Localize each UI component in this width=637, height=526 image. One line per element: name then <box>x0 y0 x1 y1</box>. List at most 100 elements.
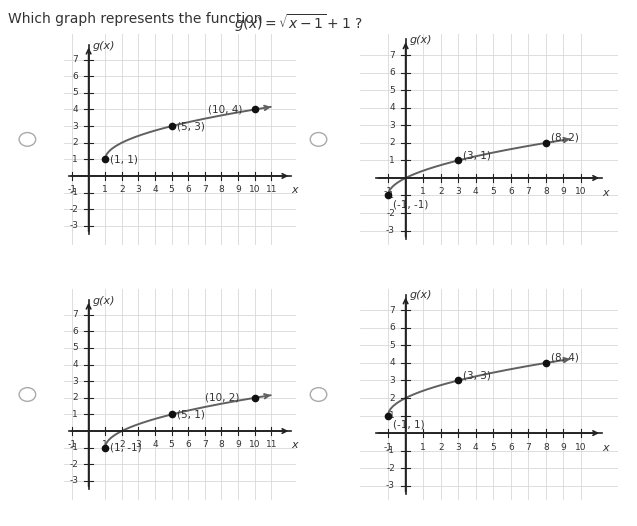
Text: -3: -3 <box>69 221 78 230</box>
Text: 3: 3 <box>136 185 141 194</box>
Text: 6: 6 <box>73 72 78 81</box>
Text: 1: 1 <box>103 440 108 449</box>
Text: 8: 8 <box>543 187 548 196</box>
Text: 9: 9 <box>561 187 566 196</box>
Text: (3, 3): (3, 3) <box>464 370 491 380</box>
Text: 7: 7 <box>389 50 395 60</box>
Text: 3: 3 <box>455 442 461 451</box>
Text: 5: 5 <box>73 343 78 352</box>
Text: 4: 4 <box>152 440 158 449</box>
Text: 7: 7 <box>389 306 395 315</box>
Text: 3: 3 <box>136 440 141 449</box>
Text: (-1, -1): (-1, -1) <box>393 199 429 209</box>
Text: 4: 4 <box>473 442 478 451</box>
Text: 1: 1 <box>73 410 78 419</box>
Text: g(x): g(x) <box>93 296 115 306</box>
Text: -2: -2 <box>69 460 78 469</box>
Text: 5: 5 <box>490 187 496 196</box>
Text: 5: 5 <box>73 88 78 97</box>
Text: 3: 3 <box>389 376 395 385</box>
Text: 1: 1 <box>420 187 426 196</box>
Text: 7: 7 <box>526 187 531 196</box>
Text: 10: 10 <box>575 442 587 451</box>
Text: 2: 2 <box>73 138 78 147</box>
Text: 8: 8 <box>543 442 548 451</box>
Text: x: x <box>602 443 609 453</box>
Text: 4: 4 <box>473 187 478 196</box>
Text: 6: 6 <box>389 323 395 332</box>
Text: (10, 4): (10, 4) <box>208 105 243 115</box>
Text: 5: 5 <box>490 442 496 451</box>
Text: 3: 3 <box>455 187 461 196</box>
Text: $g(x) = \sqrt{x-1}+1$ ?: $g(x) = \sqrt{x-1}+1$ ? <box>234 12 362 34</box>
Text: 10: 10 <box>249 185 261 194</box>
Text: 9: 9 <box>561 442 566 451</box>
Text: (5, 3): (5, 3) <box>176 121 204 131</box>
Text: 5: 5 <box>169 185 175 194</box>
Text: -3: -3 <box>386 226 395 235</box>
Text: 8: 8 <box>218 185 224 194</box>
Text: 5: 5 <box>389 86 395 95</box>
Text: 10: 10 <box>249 440 261 449</box>
Text: -1: -1 <box>68 185 76 194</box>
Text: -1: -1 <box>68 440 76 449</box>
Text: -1: -1 <box>386 191 395 200</box>
Text: g(x): g(x) <box>410 35 433 45</box>
Text: -2: -2 <box>69 205 78 214</box>
Text: 1: 1 <box>73 155 78 164</box>
Text: 11: 11 <box>266 185 277 194</box>
Text: (-1, 1): (-1, 1) <box>393 419 425 429</box>
Text: (1, 1): (1, 1) <box>110 154 138 164</box>
Text: g(x): g(x) <box>93 41 115 50</box>
Text: 4: 4 <box>73 105 78 114</box>
Text: 2: 2 <box>73 393 78 402</box>
Text: 7: 7 <box>73 55 78 64</box>
Text: 6: 6 <box>185 440 191 449</box>
Text: 1: 1 <box>420 442 426 451</box>
Text: g(x): g(x) <box>410 290 433 300</box>
Text: 9: 9 <box>235 185 241 194</box>
Text: 1: 1 <box>389 156 395 165</box>
Text: 4: 4 <box>152 185 158 194</box>
Text: 6: 6 <box>389 68 395 77</box>
Text: 4: 4 <box>73 360 78 369</box>
Text: 6: 6 <box>73 327 78 336</box>
Text: 3: 3 <box>73 122 78 130</box>
Text: 3: 3 <box>389 121 395 130</box>
Text: -2: -2 <box>386 208 395 218</box>
Text: 1: 1 <box>389 411 395 420</box>
Text: 7: 7 <box>526 442 531 451</box>
Text: (8, 2): (8, 2) <box>551 133 579 143</box>
Text: -3: -3 <box>69 477 78 485</box>
Text: 2: 2 <box>389 138 395 147</box>
Text: 7: 7 <box>202 440 208 449</box>
Text: -1: -1 <box>69 188 78 197</box>
Text: (8, 4): (8, 4) <box>551 352 579 363</box>
Text: (1, -1): (1, -1) <box>110 443 142 453</box>
Text: -1: -1 <box>383 187 392 196</box>
Text: 2: 2 <box>119 185 125 194</box>
Text: -1: -1 <box>386 446 395 455</box>
Text: 6: 6 <box>508 187 513 196</box>
Text: -1: -1 <box>383 442 392 451</box>
Text: x: x <box>602 188 609 198</box>
Text: 6: 6 <box>508 442 513 451</box>
Text: 8: 8 <box>218 440 224 449</box>
Text: Which graph represents the function: Which graph represents the function <box>8 12 266 26</box>
Text: x: x <box>291 440 298 450</box>
Text: -3: -3 <box>386 481 395 490</box>
Text: 9: 9 <box>235 440 241 449</box>
Text: 5: 5 <box>169 440 175 449</box>
Text: 2: 2 <box>389 393 395 402</box>
Text: 7: 7 <box>202 185 208 194</box>
Text: 4: 4 <box>389 103 395 113</box>
Text: 2: 2 <box>119 440 125 449</box>
Text: (5, 1): (5, 1) <box>176 409 204 419</box>
Text: 4: 4 <box>389 358 395 368</box>
Text: 11: 11 <box>266 440 277 449</box>
Text: (10, 2): (10, 2) <box>205 393 240 403</box>
Text: -1: -1 <box>69 443 78 452</box>
Text: 2: 2 <box>438 187 443 196</box>
Text: 2: 2 <box>438 442 443 451</box>
Text: 10: 10 <box>575 187 587 196</box>
